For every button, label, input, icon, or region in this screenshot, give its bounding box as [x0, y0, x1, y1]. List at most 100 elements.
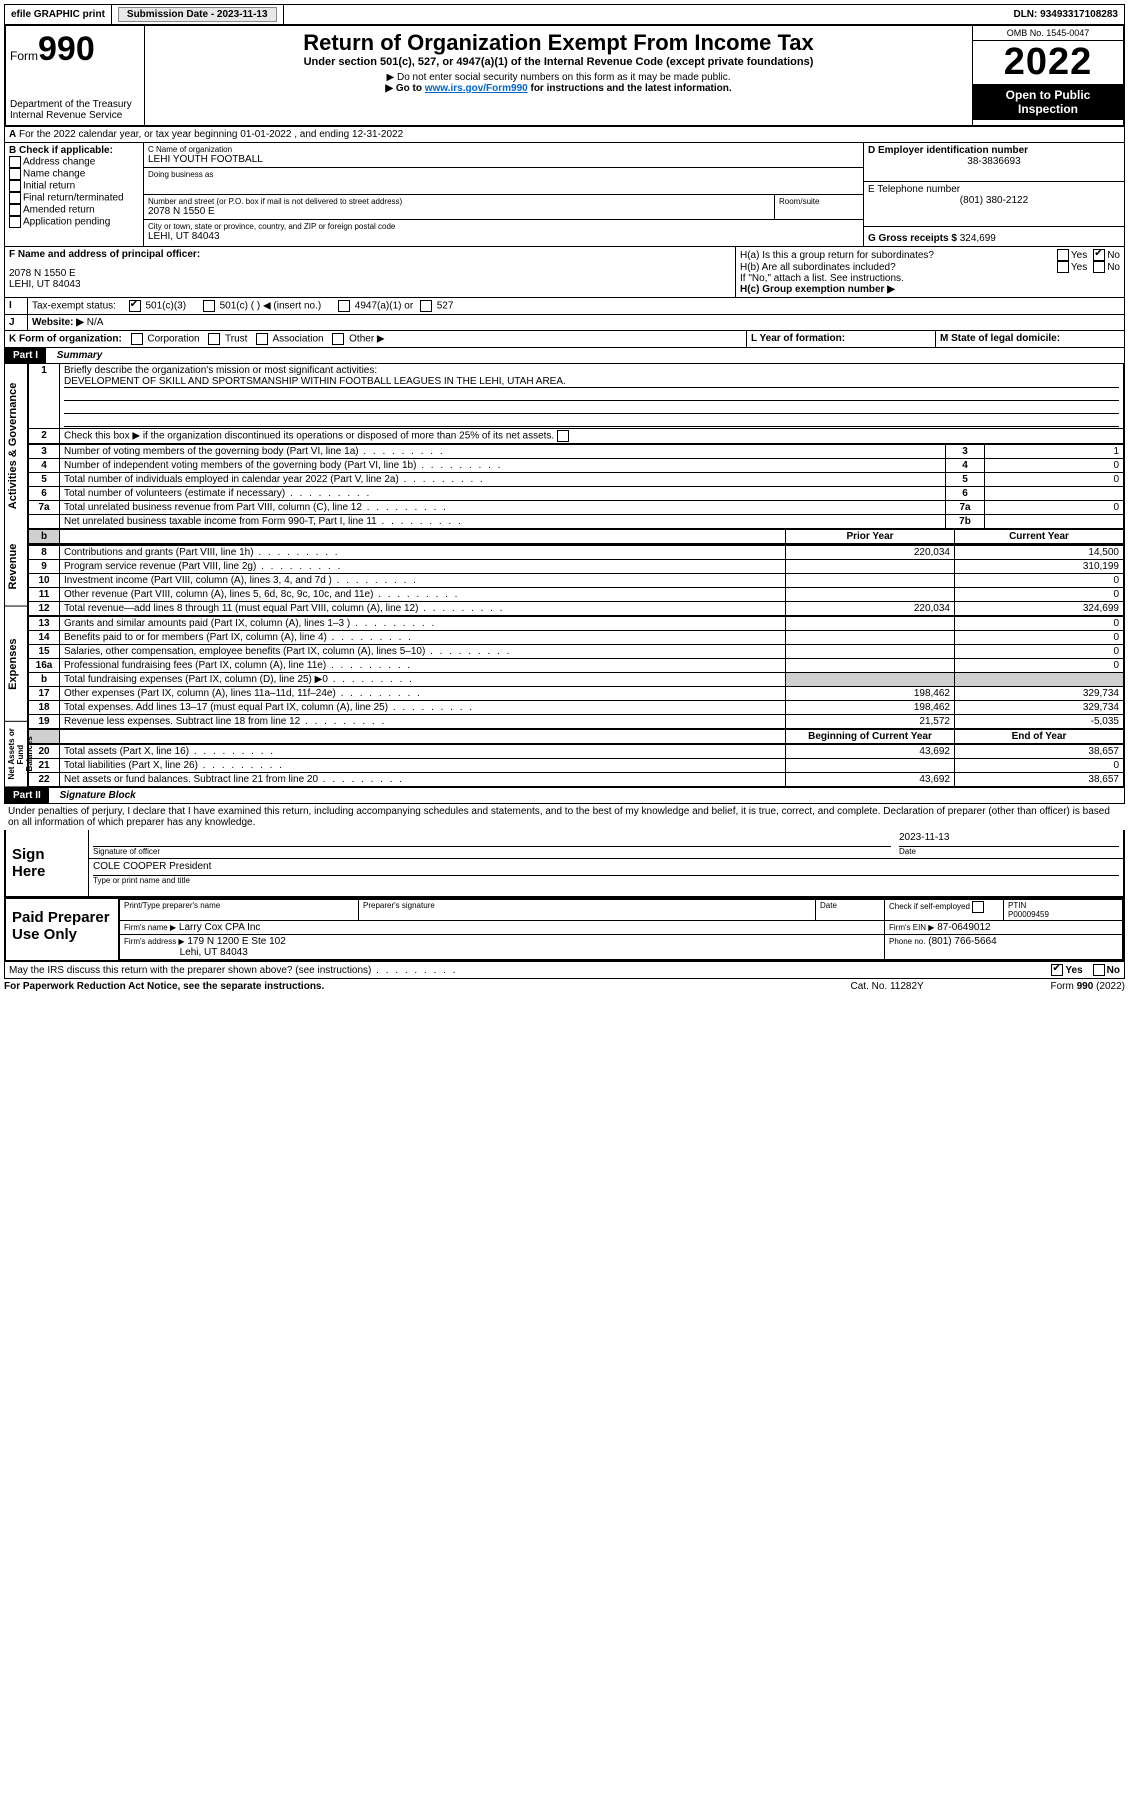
ein-value: 38-3836693	[868, 156, 1120, 167]
form-header: Form990 Department of the Treasury Inter…	[4, 25, 1125, 127]
signature-block: Sign Here Signature of officer 2023-11-1…	[4, 830, 1125, 898]
website-value: N/A	[87, 317, 104, 328]
chk-initial-return[interactable]	[9, 180, 21, 192]
gov-rows-table: 3Number of voting members of the governi…	[28, 444, 1124, 529]
tax-year: 2022	[973, 41, 1123, 84]
part1-header: Part I Summary	[4, 348, 1125, 364]
chk-corp[interactable]	[131, 333, 143, 345]
irs-link[interactable]: www.irs.gov/Form990	[425, 83, 528, 94]
open-inspection: Open to Public Inspection	[973, 84, 1123, 120]
note-ssn: ▶ Do not enter social security numbers o…	[153, 72, 964, 83]
city-value: LEHI, UT 84043	[148, 231, 859, 242]
vlabel-revenue: Revenue	[5, 527, 27, 607]
chk-501c3[interactable]	[129, 300, 141, 312]
box-c-name-label: C Name of organization	[148, 145, 859, 154]
vlabel-governance: Activities & Governance	[5, 364, 27, 527]
hb-note: If "No," attach a list. See instructions…	[740, 273, 1120, 284]
org-name: LEHI YOUTH FOOTBALL	[148, 154, 859, 165]
box-l: L Year of formation:	[747, 331, 936, 347]
ha-yes[interactable]	[1057, 249, 1069, 261]
ha-label: H(a) Is this a group return for subordin…	[740, 250, 1057, 261]
chk-4947[interactable]	[338, 300, 350, 312]
box-m: M State of legal domicile:	[936, 331, 1124, 347]
officer-addr1: 2078 N 1550 E	[9, 268, 731, 279]
may-irs-text: May the IRS discuss this return with the…	[9, 965, 1051, 976]
chk-other[interactable]	[332, 333, 344, 345]
rev-header: b Prior Year Current Year	[28, 529, 1124, 545]
chk-501c[interactable]	[203, 300, 215, 312]
firm-name: Larry Cox CPA Inc	[179, 922, 261, 933]
may-irs-no[interactable]	[1093, 964, 1105, 976]
net-header: Beginning of Current Year End of Year	[28, 729, 1124, 744]
preparer-table: Print/Type preparer's name Preparer's si…	[119, 899, 1123, 960]
declaration-text: Under penalties of perjury, I declare th…	[4, 804, 1125, 830]
box-e-label: E Telephone number	[868, 184, 1120, 195]
phone-value: (801) 380-2122	[868, 195, 1120, 206]
street-value: 2078 N 1550 E	[148, 206, 770, 217]
chk-address-change[interactable]	[9, 156, 21, 168]
dba-label: Doing business as	[148, 170, 859, 179]
gross-receipts: 324,699	[960, 233, 996, 244]
chk-discontinued[interactable]	[557, 430, 569, 442]
hb-label: H(b) Are all subordinates included?	[740, 262, 1057, 273]
chk-assoc[interactable]	[256, 333, 268, 345]
block-bcdeg: B Check if applicable: Address change Na…	[4, 143, 1125, 247]
chk-app-pending[interactable]	[9, 216, 21, 228]
footer-left: For Paperwork Reduction Act Notice, see …	[4, 981, 851, 992]
chk-527[interactable]	[420, 300, 432, 312]
part1-body: Activities & Governance Revenue Expenses…	[4, 364, 1125, 788]
footer: For Paperwork Reduction Act Notice, see …	[4, 979, 1125, 994]
governance-table: 1 Briefly describe the organization's mi…	[28, 364, 1124, 444]
may-irs-row: May the IRS discuss this return with the…	[4, 962, 1125, 979]
chk-name-change[interactable]	[9, 168, 21, 180]
footer-right: Form 990 (2022)	[1051, 981, 1125, 992]
chk-self-employed[interactable]	[972, 901, 984, 913]
chk-final-return[interactable]	[9, 192, 21, 204]
note-link-row: ▶ Go to www.irs.gov/Form990 for instruct…	[153, 83, 964, 94]
dln-label: DLN: 93493317108283	[1007, 5, 1124, 24]
paid-preparer-label: Paid Preparer Use Only	[6, 899, 118, 960]
ptin-value: P00009459	[1008, 910, 1049, 919]
footer-mid: Cat. No. 11282Y	[851, 981, 1051, 992]
form-subtitle: Under section 501(c), 527, or 4947(a)(1)…	[153, 56, 964, 68]
topbar: efile GRAPHIC print Submission Date - 20…	[4, 4, 1125, 25]
chk-amended[interactable]	[9, 204, 21, 216]
officer-addr2: LEHI, UT 84043	[9, 279, 731, 290]
line-a: A For the 2022 calendar year, or tax yea…	[4, 127, 1125, 143]
irs-label: Internal Revenue Service	[10, 110, 140, 121]
hc-label: H(c) Group exemption number ▶	[740, 284, 1120, 295]
mission-text: DEVELOPMENT OF SKILL AND SPORTSMANSHIP W…	[64, 376, 1119, 388]
rev-rows-table: 8Contributions and grants (Part VIII, li…	[28, 545, 1124, 616]
efile-label: efile GRAPHIC print	[5, 5, 112, 24]
dept-treasury: Department of the Treasury	[10, 99, 140, 110]
block-ij: I Tax-exempt status: 501(c)(3) 501(c) ( …	[4, 298, 1125, 315]
vlabel-expenses: Expenses	[5, 607, 27, 722]
hb-no[interactable]	[1093, 261, 1105, 273]
box-f-label: F Name and address of principal officer:	[9, 249, 731, 260]
hb-yes[interactable]	[1057, 261, 1069, 273]
box-b-label: B Check if applicable:	[9, 145, 139, 156]
part2-header: Part II Signature Block	[4, 788, 1125, 804]
box-j-label: Website: ▶	[32, 317, 84, 328]
name-title-label: Type or print name and title	[93, 876, 1119, 885]
block-klm: K Form of organization: Corporation Trus…	[4, 331, 1125, 348]
chk-trust[interactable]	[208, 333, 220, 345]
sig-date-label: Date	[899, 847, 1119, 856]
paid-preparer-block: Paid Preparer Use Only Print/Type prepar…	[4, 898, 1125, 962]
firm-addr2: Lehi, UT 84043	[180, 947, 248, 958]
officer-name-title: COLE COOPER President	[93, 861, 1119, 876]
box-d-label: D Employer identification number	[868, 145, 1120, 156]
vlabel-netassets: Net Assets or Fund Balances	[5, 722, 27, 787]
may-irs-yes[interactable]	[1051, 964, 1063, 976]
sig-officer-label: Signature of officer	[93, 847, 891, 856]
submission-date-button[interactable]: Submission Date - 2023-11-13	[118, 7, 277, 22]
omb-number: OMB No. 1545-0047	[973, 26, 1123, 41]
form-title: Return of Organization Exempt From Incom…	[153, 30, 964, 56]
box-g-label: G Gross receipts $	[868, 233, 957, 244]
street-label: Number and street (or P.O. box if mail i…	[148, 197, 770, 206]
box-i-label: Tax-exempt status:	[32, 301, 116, 312]
ha-no[interactable]	[1093, 249, 1105, 261]
firm-ein: 87-0649012	[937, 922, 990, 933]
block-j: J Website: ▶ N/A	[4, 315, 1125, 331]
net-rows-table: 20Total assets (Part X, line 16)43,69238…	[28, 744, 1124, 787]
